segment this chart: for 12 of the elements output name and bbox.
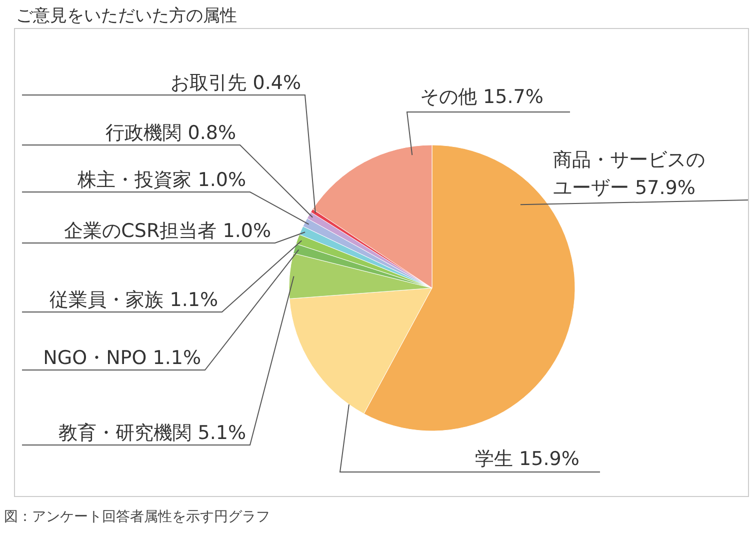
slice-label: 株主・投資家 1.0% — [76, 169, 246, 191]
slice-label: 従業員・家族 1.1% — [50, 289, 218, 311]
chart-title: ご意見をいただいた方の属性 — [16, 5, 237, 27]
slice-label: 教育・研究機関 5.1% — [58, 422, 246, 444]
slice-label: 企業のCSR担当者 1.0% — [64, 220, 271, 242]
slice-label: 行政機関 0.8% — [106, 122, 236, 144]
slice-label: お取引先 0.4% — [170, 72, 301, 94]
text: 図：アンケート回答者属性を示す円グラフ — [4, 508, 270, 526]
slice-label: NGO・NPO 1.1% — [43, 347, 201, 369]
slice-label: 学生 15.9% — [475, 448, 580, 470]
slice-label: 商品・サービスのユーザー 57.9% — [553, 149, 705, 199]
slice-label: その他 15.7% — [420, 86, 544, 108]
